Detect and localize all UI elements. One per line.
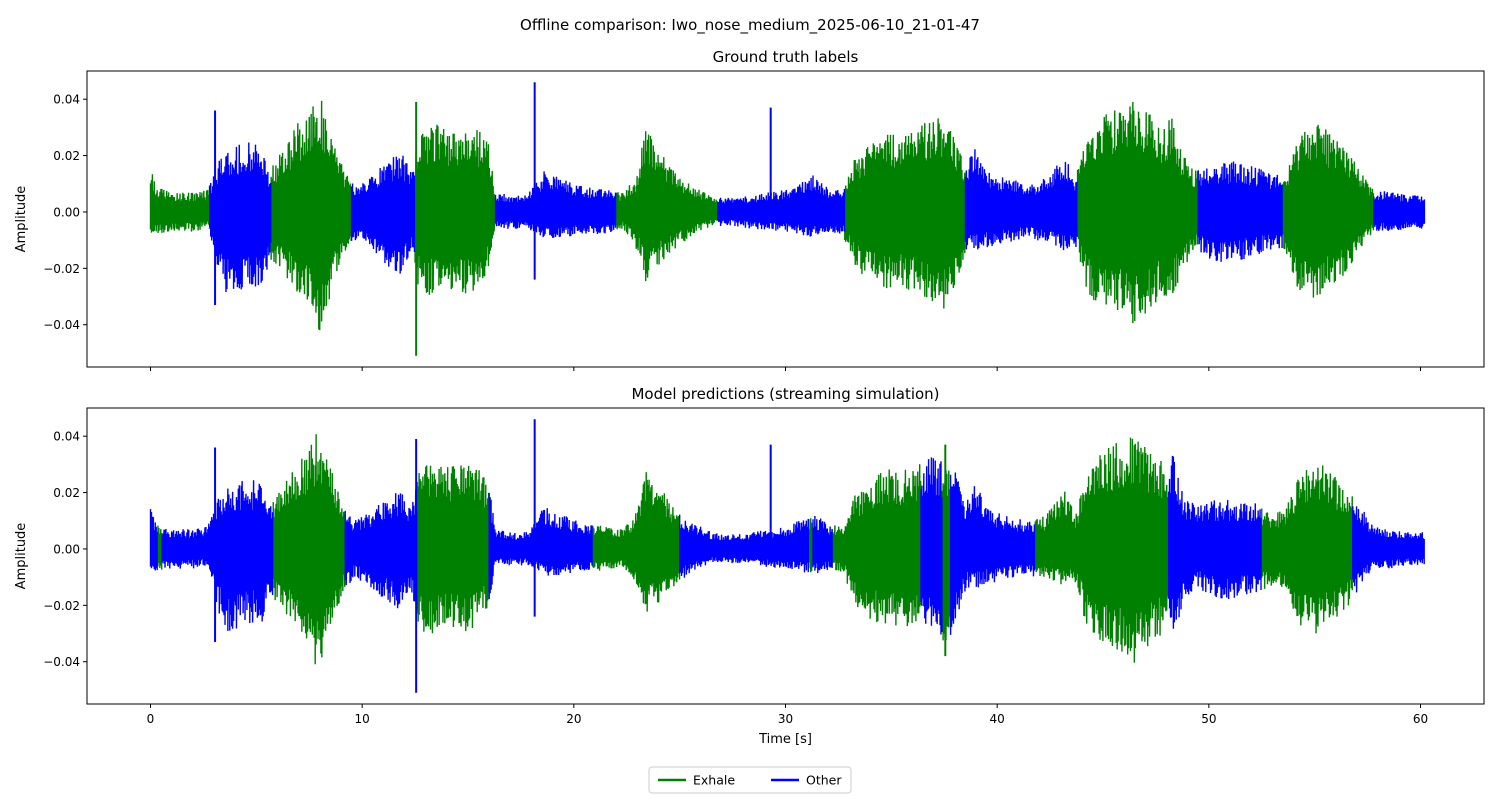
series-segment-other <box>209 142 272 293</box>
series-segment-other <box>1197 161 1283 262</box>
subplot-title: Model predictions (streaming simulation) <box>631 385 939 403</box>
x-tick-label: 30 <box>778 712 793 726</box>
axis-ticks: −0.04 −0.02 0.00 0.02 0.04 <box>43 93 1421 371</box>
series-segment-other <box>350 155 416 274</box>
y-tick-label: 0.02 <box>53 149 80 163</box>
x-tick-label: 0 <box>147 712 155 726</box>
figure-title: Offline comparison: Iwo_nose_medium_2025… <box>520 16 980 35</box>
axes-frame <box>86 70 1485 368</box>
series-segment-other <box>488 492 593 600</box>
legend-box <box>648 766 852 794</box>
x-axis-label: Time [s] <box>758 732 812 747</box>
axes-frame <box>86 407 1485 705</box>
x-tick-label: 60 <box>1413 712 1428 726</box>
axis-ticks: 0 10 20 30 40 50 60 −0.04 −0.02 0.00 0.02 0.04 <box>43 430 1428 726</box>
predictions-subplot: Model predictions (streaming simulation)… <box>14 385 1485 747</box>
series-segment-other <box>1373 191 1426 231</box>
series-segment-other <box>494 171 617 238</box>
x-tick-label: 10 <box>355 712 370 726</box>
series-segment-exhale <box>808 518 814 573</box>
series-segment-exhale <box>592 472 681 612</box>
series-segment-exhale <box>149 174 211 233</box>
series-segment-exhale <box>270 100 352 331</box>
x-tick-label: 40 <box>990 712 1005 726</box>
series-segment-exhale <box>414 124 496 295</box>
series-segment-exhale <box>416 465 490 634</box>
series-segment-other <box>149 509 158 571</box>
y-tick-label: −0.02 <box>43 262 80 276</box>
series-segment-other <box>344 490 418 609</box>
series-segment-other <box>161 480 274 631</box>
ground-truth-subplot: Ground truth labels Amplitude −0.04 −0.02… <box>14 48 1485 371</box>
y-tick-label: −0.04 <box>43 318 80 332</box>
x-tick-label: 50 <box>1201 712 1216 726</box>
series-segment-other <box>678 514 809 578</box>
series-segment-other <box>949 472 1036 635</box>
series-segment-exhale <box>1261 465 1353 634</box>
series-segment-other <box>1167 455 1262 629</box>
series-segment-other <box>1352 506 1425 593</box>
x-tick-label: 20 <box>566 712 581 726</box>
y-tick-label: −0.02 <box>43 599 80 613</box>
legend: Exhale Other <box>648 766 852 794</box>
y-tick-label: −0.04 <box>43 655 80 669</box>
series-segment-exhale <box>1076 101 1199 324</box>
legend-label-other: Other <box>806 773 842 788</box>
series-segment-exhale <box>1034 437 1170 663</box>
series-segment-other <box>964 149 1078 251</box>
legend-label-exhale: Exhale <box>693 773 735 788</box>
y-tick-label: 0.02 <box>53 486 80 500</box>
series-segment-exhale <box>1282 124 1375 298</box>
y-tick-label: 0.04 <box>53 430 80 444</box>
series-segment-exhale <box>844 118 966 309</box>
plot-area <box>149 82 1426 356</box>
series-segment-other <box>920 457 943 635</box>
y-axis-label: Amplitude <box>14 523 29 590</box>
y-tick-label: 0.00 <box>53 205 80 219</box>
y-tick-label: 0.00 <box>53 542 80 556</box>
y-tick-label: 0.04 <box>53 93 80 107</box>
series-segment-exhale <box>831 464 922 627</box>
series-segment-exhale <box>272 434 346 665</box>
y-axis-label: Amplitude <box>14 186 29 253</box>
plot-area <box>149 419 1425 693</box>
series-segment-exhale <box>615 131 718 282</box>
series-segment-other <box>717 175 846 237</box>
subplot-title: Ground truth labels <box>713 48 859 66</box>
series-segment-other <box>812 515 833 574</box>
series-segment-exhale <box>157 525 163 570</box>
